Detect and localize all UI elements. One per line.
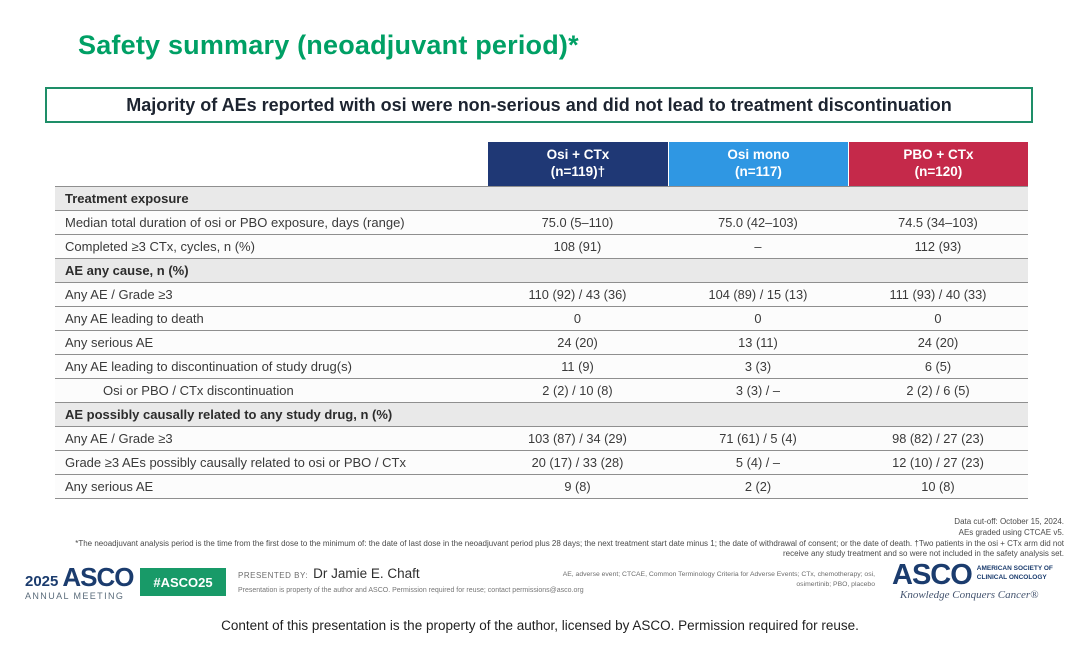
cell-value: 0	[754, 311, 762, 326]
table-body: Treatment exposure Median total duration …	[55, 186, 1028, 499]
section-row: AE possibly causally related to any stud…	[55, 402, 1028, 426]
footer-bar: 2025 ASCO ANNUAL MEETING #ASCO25 PRESENT…	[0, 559, 1080, 610]
asco-wordmark: ASCO	[892, 559, 973, 591]
cell-value: 98 (82) / 27 (23)	[892, 431, 984, 446]
cell-value: 111 (93) / 40 (33)	[889, 287, 987, 302]
cell-value: 110 (92) / 43 (36)	[528, 287, 627, 302]
bottom-caption: Content of this presentation is the prop…	[221, 618, 859, 633]
section-row: AE any cause, n (%)	[55, 258, 1028, 282]
abbreviations-line-2: osimertinib; PBO, placebo	[796, 580, 875, 588]
column-header: Osi mono (n=117)	[667, 142, 848, 186]
cell-value: 75.0 (42–103)	[718, 215, 798, 230]
data-cutoff-note: Data cut-off: October 15, 2024.	[954, 517, 1064, 526]
section-header-label: AE possibly causally related to any stud…	[65, 407, 393, 422]
meeting-year: 2025	[25, 573, 59, 590]
row-label: Grade ≥3 AEs possibly causally related t…	[65, 455, 406, 470]
safety-summary-table: Osi + CTx (n=119)† Osi mono (n=117) PBO + CT…	[55, 142, 1028, 499]
table-row: Median total duration of osi or PBO expo…	[55, 210, 1028, 234]
cell-value: 75.0 (5–110)	[541, 215, 614, 230]
cell-value: 71 (61) / 5 (4)	[719, 431, 797, 446]
table-row: Any AE leading to discontinuation of stu…	[55, 354, 1028, 378]
presenter-name: Dr Jamie E. Chaft	[313, 566, 420, 581]
asco-wordmark: ASCO	[62, 562, 134, 592]
page-title: Safety summary (neoadjuvant period)*	[78, 30, 579, 60]
abbreviations-line-1: AE, adverse event; CTCAE, Common Termino…	[562, 571, 875, 578]
row-label: Any AE / Grade ≥3	[65, 431, 173, 446]
cell-value: 11 (9)	[561, 359, 594, 374]
cell-value: 2 (2)	[744, 479, 772, 494]
cell-value: 5 (4) / –	[735, 455, 781, 470]
cell-value: 74.5 (34–103)	[898, 215, 978, 230]
table-row: Any serious AE 24 (20) 13 (11) 24 (20)	[55, 330, 1028, 354]
cell-value: –	[754, 239, 762, 254]
cell-value: 24 (20)	[557, 335, 598, 350]
asco-tagline: Knowledge Conquers Cancer®	[900, 589, 1039, 602]
table-row: Any AE / Grade ≥3 110 (92) / 43 (36) 104 (…	[55, 282, 1028, 306]
presenter-block: PRESENTED BY: Dr Jamie E. Chaft Presenta…	[238, 566, 584, 594]
table-header: Osi + CTx (n=119)† Osi mono (n=117) PBO + CT…	[55, 142, 1028, 186]
cell-value: 6 (5)	[924, 359, 952, 374]
row-label: Median total duration of osi or PBO expo…	[65, 215, 405, 230]
cell-value: 24 (20)	[917, 335, 959, 350]
row-label: Completed ≥3 CTx, cycles, n (%)	[65, 239, 255, 254]
column-header-spacer	[55, 142, 487, 186]
cell-value: 20 (17) / 33 (28)	[531, 455, 624, 470]
section-header-label: Treatment exposure	[65, 191, 189, 206]
cell-value: 104 (89) / 15 (13)	[708, 287, 808, 302]
headline-text: Majority of AEs reported with osi were n…	[126, 94, 952, 115]
row-label: Any AE / Grade ≥3	[65, 287, 173, 302]
table-row: Osi or PBO / CTx discontinuation 2 (2) / …	[55, 378, 1028, 402]
grading-note: AEs graded using CTCAE v5.	[958, 527, 1064, 537]
cell-value: 3 (3)	[744, 359, 772, 374]
cell-value: 2 (2) / 10 (8)	[542, 383, 613, 398]
table-row: Grade ≥3 AEs possibly causally related t…	[55, 450, 1028, 474]
cell-value: 108 (91)	[553, 239, 602, 254]
table-row: Completed ≥3 CTx, cycles, n (%) 108 (91) –…	[55, 234, 1028, 258]
asco-society-logo: ASCO AMERICAN SOCIETY OF CLINICAL ONCOLO…	[892, 559, 1070, 602]
row-label: Any AE leading to death	[65, 311, 204, 326]
table-row: Any AE leading to death 0 0 0	[55, 306, 1028, 330]
abbreviations-note: AE, adverse event; CTCAE, Common Termino…	[560, 570, 875, 589]
analysis-period-note: *The neoadjuvant analysis period is the …	[75, 538, 1064, 559]
column-header: PBO + CTx (n=120)	[847, 142, 1028, 186]
row-label: Any AE leading to discontinuation of stu…	[65, 359, 352, 374]
cell-value: 0	[934, 311, 942, 326]
cell-value: 3 (3) / –	[735, 383, 781, 398]
presented-by-label: PRESENTED BY:	[238, 571, 309, 580]
cell-value: 2 (2) / 6 (5)	[906, 383, 970, 398]
cell-value: 12 (10) / 27 (23)	[892, 455, 984, 470]
row-label: Osi or PBO / CTx discontinuation	[103, 383, 294, 398]
column-header: Osi + CTx (n=119)†	[487, 142, 668, 186]
asco-annual-meeting-logo: 2025 ASCO ANNUAL MEETING	[25, 562, 140, 601]
permission-note: Presentation is property of the author a…	[238, 587, 584, 594]
footnotes-block: Data cut-off: October 15, 2024. AEs grad…	[54, 517, 1064, 560]
cell-value: 0	[573, 311, 582, 326]
society-name: AMERICAN SOCIETY OF CLINICAL ONCOLOGY	[976, 565, 1053, 581]
cell-value: 9 (8)	[564, 479, 591, 494]
meeting-name: ANNUAL MEETING	[25, 591, 125, 601]
headline-box: Majority of AEs reported with osi were n…	[45, 87, 1033, 123]
row-label: Any serious AE	[65, 335, 154, 350]
table-row: Any serious AE 9 (8) 2 (2) 10 (8)	[55, 474, 1028, 498]
table-row: Any AE / Grade ≥3 103 (87) / 34 (29) 71 (6…	[55, 426, 1028, 450]
row-label: Any serious AE	[65, 479, 154, 494]
cell-value: 112 (93)	[914, 239, 962, 254]
hashtag-badge: #ASCO25	[140, 568, 226, 596]
section-header-label: AE any cause, n (%)	[65, 263, 189, 278]
cell-value: 13 (11)	[738, 335, 778, 350]
section-row: Treatment exposure	[55, 186, 1028, 210]
cell-value: 103 (87) / 34 (29)	[528, 431, 627, 446]
cell-value: 10 (8)	[921, 479, 955, 494]
